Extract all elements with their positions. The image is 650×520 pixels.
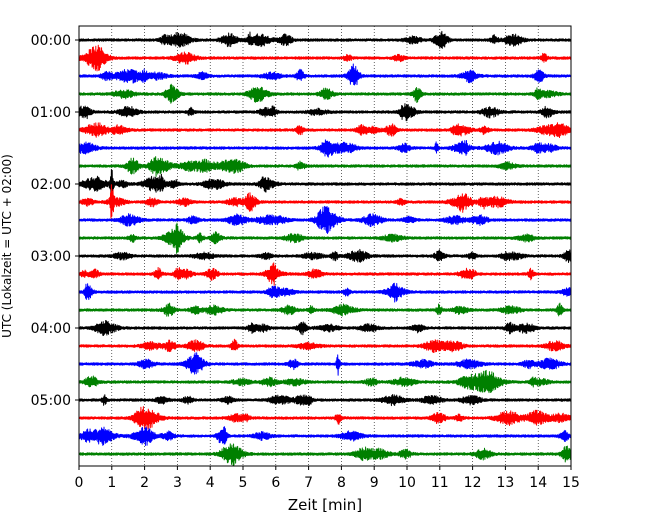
y-tick-label: 02:00: [31, 177, 71, 193]
trace-row-0215: [78, 184, 572, 219]
trace-row-0445: [78, 369, 572, 394]
y-axis-label: UTC (Lokalzeit = UTC + 02:00): [0, 154, 14, 338]
x-tick-label: 15: [562, 475, 580, 491]
x-axis-label: Zeit [min]: [288, 496, 362, 514]
y-tick-label: 04:00: [31, 321, 71, 337]
trace-row-0045: [78, 83, 572, 104]
trace-row-0030: [78, 63, 572, 86]
trace-row-0315: [78, 262, 572, 286]
trace-row-0330: [78, 282, 572, 303]
x-tick-label: 11: [431, 475, 449, 491]
x-tick-label: 13: [496, 475, 514, 491]
trace-row-0500: [78, 394, 572, 407]
x-tick-label: 9: [370, 475, 379, 491]
x-tick-label: 7: [304, 475, 313, 491]
x-tick-label: 6: [271, 475, 280, 491]
trace-row-0430: [78, 352, 572, 376]
trace-row-0300: [78, 248, 572, 264]
plot-frame: [78, 25, 572, 467]
trace-row-0400: [78, 319, 572, 337]
trace-row-0545: [78, 443, 572, 466]
x-axis-ticks: 0 1 2 3 4 5 6 7 8 9 10 11 12 13 14 15: [75, 466, 580, 491]
y-tick-label: 01:00: [31, 105, 71, 121]
trace-row-0145: [78, 156, 572, 177]
x-tick-label: 1: [107, 475, 116, 491]
x-tick-label: 8: [337, 475, 346, 491]
trace-row-0345: [78, 302, 572, 317]
x-tick-label: 4: [206, 475, 215, 491]
x-tick-label: 12: [464, 475, 482, 491]
trace-row-0115: [78, 122, 572, 139]
y-axis-ticks: 00:00 01:00 02:00 03:00 04:00 05:00: [31, 33, 79, 409]
seismic-traces: [78, 30, 572, 466]
grid-lines: [111, 26, 539, 466]
x-tick-label: 3: [173, 475, 182, 491]
trace-row-0130: [78, 139, 572, 158]
x-tick-label: 2: [140, 475, 149, 491]
y-tick-label: 00:00: [31, 33, 71, 49]
trace-row-0100: [78, 103, 572, 122]
trace-row-0015: [78, 44, 572, 72]
trace-row-0230: [78, 205, 572, 235]
trace-row-0245: [78, 222, 572, 254]
x-tick-label: 0: [75, 475, 84, 491]
x-tick-label: 10: [398, 475, 416, 491]
trace-row-0530: [78, 426, 572, 447]
trace-row-0415: [78, 338, 572, 354]
y-tick-label: 03:00: [31, 249, 71, 265]
trace-row-0515: [78, 406, 572, 430]
trace-row-0000: [78, 30, 572, 49]
x-tick-label: 5: [239, 475, 248, 491]
x-tick-label: 14: [529, 475, 547, 491]
y-tick-label: 05:00: [31, 393, 71, 409]
trace-row-0200: [78, 168, 572, 205]
